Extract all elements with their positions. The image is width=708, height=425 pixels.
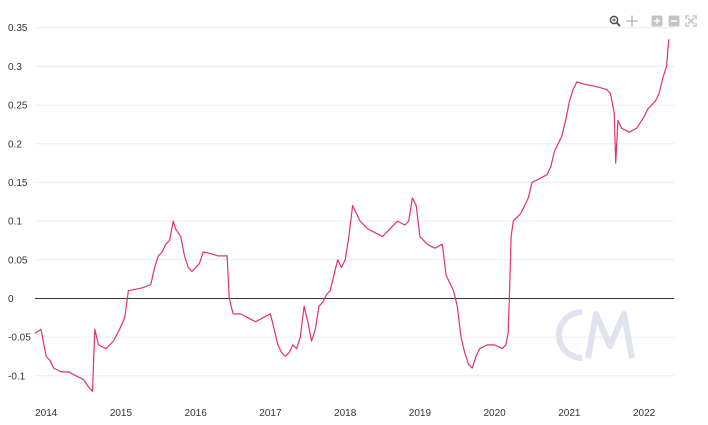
x-tick-label: 2016 [185, 408, 208, 419]
y-tick-label: -0.05 [8, 333, 31, 344]
x-tick-label: 2018 [334, 408, 357, 419]
series-layer [34, 39, 670, 392]
pan-icon[interactable] [625, 15, 638, 28]
grid-lines [35, 27, 674, 377]
x-tick-label: 2021 [558, 408, 581, 419]
x-tick-label: 2020 [484, 408, 507, 419]
y-tick-label: 0.35 [8, 23, 28, 34]
x-tick-label: 2015 [110, 408, 133, 419]
zoom-plus-icon[interactable] [650, 15, 663, 28]
y-tick-label: 0.3 [8, 62, 22, 73]
chart-toolbar [608, 14, 701, 28]
x-tick-label: 2022 [633, 408, 656, 419]
y-tick-label: 0.15 [8, 178, 28, 189]
y-tick-label: 0.05 [8, 255, 28, 266]
zoom-minus-icon[interactable] [667, 15, 680, 28]
x-axis-ticks: 2014 2015 2016 2017 2018 2019 2020 2021 2022 [35, 408, 656, 419]
y-tick-label: 0.2 [8, 139, 22, 150]
coinmetrics-logo-watermark [556, 309, 635, 361]
reset-zoom-icon[interactable] [684, 15, 697, 28]
x-tick-label: 2019 [409, 408, 432, 419]
y-tick-label: 0.25 [8, 101, 28, 112]
y-tick-label: 0 [8, 294, 14, 305]
zoom-in-icon[interactable] [608, 15, 621, 28]
y-tick-label: 0.1 [8, 217, 22, 228]
y-axis-ticks: -0.1 -0.05 0 0.05 0.1 0.15 0.2 0.25 0.3 0.35 [8, 23, 31, 382]
y-tick-label: -0.1 [8, 371, 26, 382]
x-tick-label: 2017 [259, 408, 282, 419]
x-tick-label: 2014 [35, 408, 58, 419]
series-line [34, 39, 670, 392]
